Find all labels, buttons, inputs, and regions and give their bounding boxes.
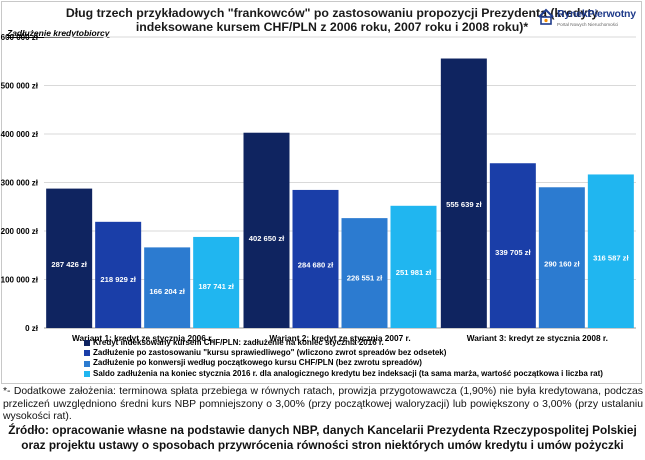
legend-item: Zadłużenie po zastosowaniu "kursu sprawi… bbox=[84, 348, 603, 358]
legend-item: Kredyt indeksowany kursem CHF/PLN: zadłu… bbox=[84, 338, 603, 348]
bar-value-label: 251 981 zł bbox=[396, 268, 432, 277]
y-tick-labels: 0 zł 100 000 zł 200 000 zł 300 000 zł 400 00… bbox=[1, 33, 39, 333]
gridlines bbox=[44, 36, 636, 329]
legend-swatch bbox=[84, 360, 90, 367]
bar bbox=[390, 205, 437, 328]
source-text: Źródło: opracowanie własne na podstawie … bbox=[8, 423, 637, 452]
bar bbox=[95, 221, 142, 328]
category-labels: Wariant 1: kredyt ze stycznia 2006 r. War… bbox=[72, 333, 608, 343]
bar-value-label: 226 551 zł bbox=[347, 273, 383, 282]
legend-swatch bbox=[84, 340, 90, 347]
legend-swatch bbox=[84, 370, 90, 377]
legend-label: Saldo zadłużenia na koniec stycznia 2016… bbox=[93, 368, 603, 378]
footnote: *- Dodatkowe założenia: terminowa spłata… bbox=[3, 386, 643, 423]
y-axis-label: Zadłużenie kredytobiorcy bbox=[7, 28, 110, 38]
y-tick-label: 600 000 zł bbox=[1, 33, 39, 42]
legend-label: Zadłużenie po zastosowaniu "kursu sprawi… bbox=[93, 348, 447, 358]
bar bbox=[46, 188, 93, 328]
bar-value-label: 284 680 zł bbox=[298, 260, 334, 269]
bars bbox=[46, 58, 634, 329]
bar-value-label: 339 705 zł bbox=[495, 248, 531, 257]
chart-title: Dług trzech przykładowych "frankowców" p… bbox=[65, 6, 599, 34]
legend-item: Zadłużenie po konwersji według początkow… bbox=[84, 358, 603, 368]
legend-item: Saldo zadłużenia na koniec stycznia 2016… bbox=[84, 369, 603, 379]
bar-value-label: 166 204 zł bbox=[149, 287, 185, 296]
bar bbox=[587, 174, 634, 328]
category-label: Wariant 2: kredyt ze stycznia 2007 r. bbox=[269, 333, 410, 343]
bar-value-label: 218 929 zł bbox=[100, 275, 136, 284]
bar-value-label: 402 650 zł bbox=[249, 234, 285, 243]
logo-tagline: Portal Nowych Nieruchomości bbox=[557, 22, 619, 27]
bar bbox=[538, 187, 585, 328]
logo-name: RynekPierwotny bbox=[557, 8, 636, 20]
y-tick-label: 0 zł bbox=[25, 324, 39, 333]
legend-swatch bbox=[84, 350, 90, 357]
bar bbox=[292, 189, 339, 328]
bar bbox=[144, 247, 191, 328]
y-tick-label: 200 000 zł bbox=[1, 227, 39, 236]
bar-value-labels: 287 426 zł 218 929 zł 166 204 zł 187 741 zł… bbox=[51, 200, 629, 296]
bar-value-label: 187 741 zł bbox=[198, 282, 234, 291]
bar-value-label: 287 426 zł bbox=[51, 260, 87, 269]
y-tick-label: 500 000 zł bbox=[1, 82, 39, 91]
bar-value-label: 555 639 zł bbox=[446, 200, 482, 209]
bar bbox=[193, 236, 240, 328]
bar bbox=[341, 218, 388, 328]
y-tick-label: 400 000 zł bbox=[1, 130, 39, 139]
bar bbox=[440, 58, 487, 329]
y-tick-label: 300 000 zł bbox=[1, 179, 39, 188]
legend-label: Kredyt indeksowany kursem CHF/PLN: zadłu… bbox=[93, 338, 384, 347]
bar-chart: 0 zł 100 000 zł 200 000 zł 300 000 zł 400 00… bbox=[1, 33, 636, 343]
house-icon bbox=[538, 8, 554, 25]
bar-value-label: 290 160 zł bbox=[544, 259, 580, 268]
rynekpierwotny-logo: RynekPierwotny Portal Nowych Nieruchomoś… bbox=[537, 6, 637, 34]
legend-label: Zadłużenie po konwersji według początkow… bbox=[93, 358, 422, 368]
bar bbox=[489, 163, 536, 328]
legend: Kredyt indeksowany kursem CHF/PLN: zadłu… bbox=[84, 338, 603, 379]
bar-value-label: 316 587 zł bbox=[593, 253, 629, 262]
category-label: Wariant 1: kredyt ze stycznia 2006 r. bbox=[72, 333, 213, 343]
category-label: Wariant 3: kredyt ze stycznia 2008 r. bbox=[467, 333, 608, 343]
bar bbox=[243, 132, 290, 328]
y-tick-label: 100 000 zł bbox=[1, 276, 39, 285]
